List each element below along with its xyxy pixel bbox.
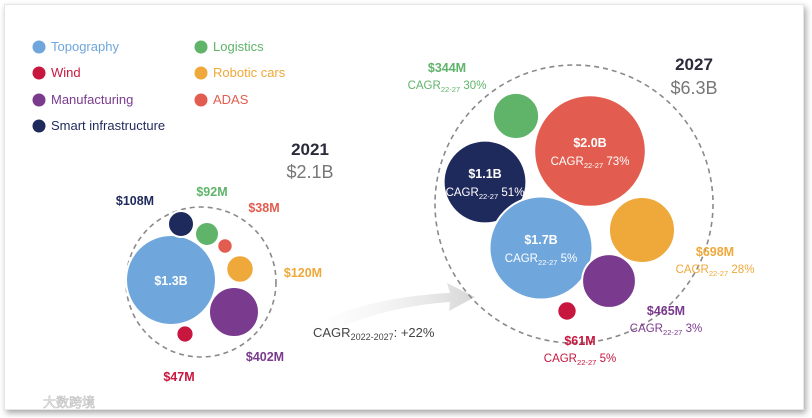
- label-2027-wind-value: $61M: [564, 334, 595, 348]
- group-2027-outline: [434, 64, 714, 344]
- bubble-2027-wind: [556, 300, 578, 322]
- bubble-2027-adas: [533, 94, 647, 208]
- overall-cagr-sub: 2022-2027: [351, 332, 394, 342]
- legend-label-logistics: Logistics: [213, 39, 264, 54]
- label-2027-logistics-value: $344M: [428, 61, 466, 75]
- bubble-2027-topography: [488, 195, 594, 301]
- label-2027-adas-cagr: CAGR22-27 73%: [551, 156, 630, 170]
- label-2021-manufacturing-value: $402M: [246, 350, 284, 364]
- total-2027-label: $6.3B: [670, 78, 717, 98]
- label-2027-manufacturing-cagr: CAGR22-27 3%: [630, 323, 702, 337]
- total-2021-label: $2.1B: [286, 162, 333, 182]
- bubble-2027-smart-infrastructure: [442, 139, 528, 225]
- legend-label-manufacturing: Manufacturing: [51, 92, 133, 107]
- bubbles: [125, 91, 676, 344]
- legend-swatch-wind: [32, 66, 46, 80]
- legend-label-adas: ADAS: [213, 92, 249, 107]
- bubble-2021-logistics: [194, 221, 220, 247]
- bubble-chart: Topography Wind Manufacturing Smart infrast…: [32, 39, 755, 410]
- label-2027-smart-infrastructure-value: $1.1B: [468, 167, 501, 181]
- label-2027-logistics-cagr: CAGR22-27 30%: [408, 80, 487, 94]
- label-2021-topography-value: $1.3B: [154, 274, 187, 288]
- legend-swatch-robotic-cars: [194, 66, 208, 80]
- bubble-2027-manufacturing: [581, 253, 637, 309]
- overall-cagr-label: CAGR2022-2027: +22%: [313, 325, 435, 342]
- year-2027-label: 2027: [675, 55, 713, 74]
- legend-swatch-topography: [32, 40, 46, 54]
- bubble-2021-robotic-cars: [225, 254, 255, 284]
- bubble-labels: $1.3B $108M $92M $38M $120M $402M $47M $2.0B CAG…: [116, 61, 755, 384]
- label-2027-adas-value: $2.0B: [573, 136, 606, 150]
- bubble-2027-logistics: [491, 91, 541, 141]
- bubble-2021-topography: [125, 234, 217, 326]
- label-2021-adas-value: $38M: [248, 201, 279, 215]
- label-2021-logistics-value: $92M: [196, 185, 227, 199]
- legend-label-topography: Topography: [51, 39, 119, 54]
- label-2021-robotic-cars-value: $120M: [284, 266, 322, 280]
- label-2027-manufacturing-value: $465M: [647, 304, 685, 318]
- bubble-2021-wind: [175, 324, 195, 344]
- year-2021-label: 2021: [291, 140, 329, 159]
- label-2027-robotic-cars-cagr: CAGR22-27 28%: [676, 264, 755, 278]
- legend-swatch-manufacturing: [32, 93, 46, 107]
- bubble-2021-adas: [216, 237, 234, 255]
- label-2027-topography-value: $1.7B: [524, 233, 557, 247]
- legend-label-smart-infrastructure: Smart infrastructure: [51, 118, 165, 133]
- overall-cagr-main: CAGR: [313, 325, 351, 340]
- bubble-2027-robotic-cars: [608, 196, 676, 264]
- label-2027-topography-cagr: CAGR22-27 5%: [505, 253, 577, 267]
- overall-cagr-value: : +22%: [394, 325, 435, 340]
- label-2027-robotic-cars-value: $698M: [696, 245, 734, 259]
- label-2021-smart-infrastructure-value: $108M: [116, 194, 154, 208]
- legend-swatch-smart-infrastructure: [32, 119, 46, 133]
- chart-frame: Topography Wind Manufacturing Smart infrast…: [4, 4, 804, 410]
- legend: Topography Wind Manufacturing Smart infrast…: [32, 39, 286, 133]
- label-2027-smart-infrastructure-cagr: CAGR22-27 51%: [446, 187, 525, 201]
- label-2021-wind-value: $47M: [163, 370, 194, 384]
- bubble-2021-manufacturing: [208, 286, 260, 338]
- legend-swatch-adas: [194, 93, 208, 107]
- watermark: 大数跨境: [43, 395, 95, 410]
- legend-label-wind: Wind: [51, 65, 81, 80]
- label-2027-wind-cagr: CAGR22-27 5%: [544, 353, 616, 367]
- bubble-2021-smart-infrastructure: [167, 210, 195, 238]
- growth-arrow: [305, 283, 475, 345]
- legend-label-robotic-cars: Robotic cars: [213, 65, 286, 80]
- legend-swatch-logistics: [194, 40, 208, 54]
